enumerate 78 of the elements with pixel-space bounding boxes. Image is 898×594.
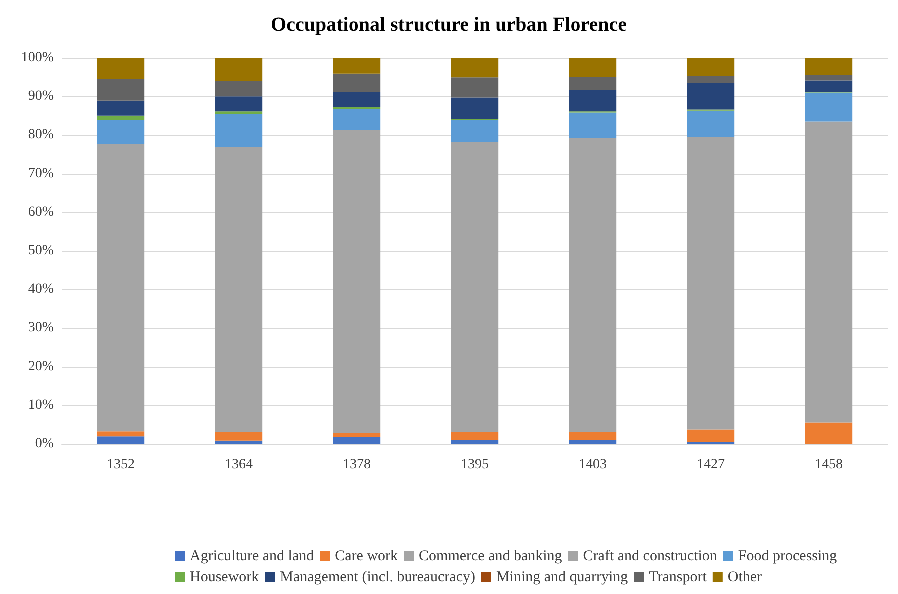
y-tick-label: 70% [28, 166, 54, 182]
y-tick-label: 100% [21, 50, 54, 66]
bar [215, 112, 263, 114]
bar [569, 112, 617, 138]
bar [333, 58, 381, 74]
y-tick-label: 10% [28, 398, 54, 413]
bar [805, 58, 853, 76]
bar [215, 96, 263, 112]
bar [215, 440, 263, 444]
bar [451, 78, 499, 98]
x-tick-label: 1378 [343, 458, 371, 472]
y-tick-label: 30% [28, 320, 54, 336]
legend-label: Management (incl. bureaucracy) [280, 570, 476, 586]
bar [97, 58, 145, 80]
bar [569, 58, 617, 78]
bar [333, 437, 381, 444]
bar [451, 98, 499, 120]
bar [569, 440, 617, 444]
legend-label: Other [728, 570, 762, 586]
bar [215, 432, 263, 441]
legend-label: Transport [649, 570, 708, 586]
x-tick-label: 1427 [697, 458, 725, 472]
legend-label: Craft and construction [583, 548, 718, 564]
chart-title: Occupational structure in urban Florence [271, 14, 628, 36]
bar [451, 432, 499, 440]
x-tick-label: 1403 [579, 458, 607, 472]
bar [97, 116, 145, 120]
bar [687, 83, 735, 110]
bar [97, 100, 145, 116]
bar [97, 436, 145, 444]
bar [687, 58, 735, 76]
y-tick-label: 40% [28, 282, 54, 298]
y-tick-label: 80% [28, 128, 54, 143]
bar [451, 120, 499, 143]
bar [805, 122, 853, 423]
bar [333, 130, 381, 434]
bar [333, 433, 381, 438]
bar [569, 138, 617, 432]
bar [333, 74, 381, 92]
bar [97, 144, 145, 432]
bar [451, 142, 499, 432]
x-tick-label: 1395 [461, 458, 489, 472]
legend-label: Housework [190, 570, 260, 586]
bar [805, 80, 853, 92]
legend-label: Care work [335, 548, 399, 564]
legend-label: Mining and quarrying [496, 570, 629, 586]
bar [805, 422, 853, 444]
bar [333, 92, 381, 108]
legend-label: Food processing [738, 548, 838, 564]
bar [215, 82, 263, 97]
x-tick-label: 1352 [107, 458, 135, 472]
bar [687, 430, 735, 442]
bar [215, 114, 263, 148]
y-tick-label: 0% [35, 436, 54, 452]
y-tick-label: 50% [28, 244, 54, 258]
bar [569, 90, 617, 112]
bar [805, 92, 853, 122]
x-tick-label: 1364 [225, 458, 253, 472]
legend-label: Commerce and banking [419, 548, 563, 564]
bar [215, 58, 263, 82]
y-tick-label: 90% [28, 89, 54, 104]
bar [687, 76, 735, 84]
bar [451, 440, 499, 444]
bar [97, 79, 145, 101]
x-tick-label: 1458 [815, 458, 843, 472]
bar [569, 77, 617, 90]
legend-label: Agriculture and land [190, 548, 315, 564]
bar [687, 137, 735, 430]
bar [569, 432, 617, 441]
y-tick-label: 20% [28, 359, 54, 374]
bar [97, 120, 145, 144]
bar [451, 58, 499, 78]
bar [215, 148, 263, 432]
bar [805, 75, 853, 81]
bar [687, 110, 735, 138]
y-tick-label: 60% [28, 204, 54, 220]
bar [97, 432, 145, 437]
bar [333, 109, 381, 130]
